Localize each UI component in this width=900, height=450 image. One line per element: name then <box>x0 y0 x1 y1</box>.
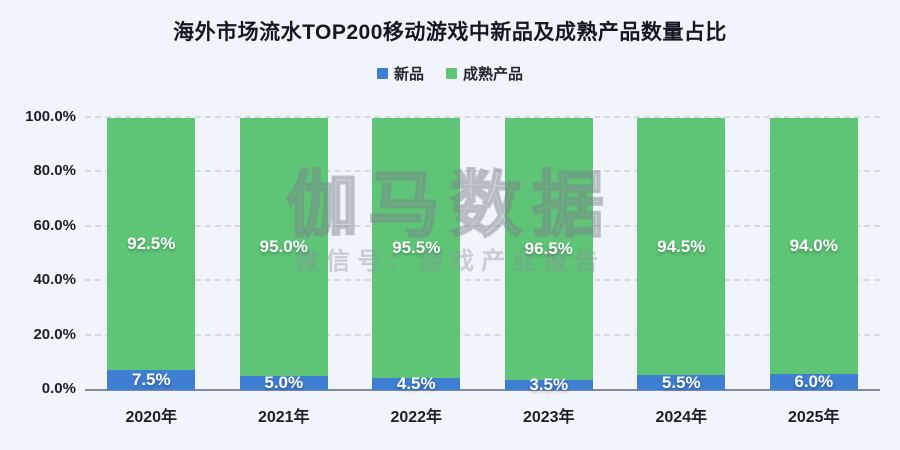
bar-segment-new <box>107 369 196 390</box>
bar-segment-mature <box>107 118 196 370</box>
x-tick-label: 2021年 <box>257 409 310 426</box>
x-tick-label: 2020年 <box>125 409 178 426</box>
x-tick-label: 2023年 <box>522 409 575 426</box>
gridline-80 <box>85 170 880 173</box>
legend-item-1: 成熟产品 <box>446 63 523 84</box>
bar-segment-new <box>504 380 593 390</box>
x-tick-label: 2025年 <box>787 409 840 426</box>
bar-segment-new <box>769 373 858 390</box>
y-tick-label: 20.0% <box>33 325 76 343</box>
legend-label: 新品 <box>393 66 424 83</box>
bar-segment-mature <box>372 118 461 378</box>
y-tick-label: 60.0% <box>33 216 76 234</box>
legend-swatch-icon <box>446 68 457 79</box>
gridline-20 <box>85 333 880 336</box>
x-tick-label: 2024年 <box>655 409 708 426</box>
bar-segment-mature <box>504 118 593 381</box>
bar-segment-mature <box>637 118 726 376</box>
x-axis-line <box>85 389 880 391</box>
legend-label: 成熟产品 <box>463 66 524 83</box>
y-tick-label: 0.0% <box>41 380 76 397</box>
gridline-60 <box>85 224 880 227</box>
bar-segment-new <box>372 377 461 390</box>
y-tick-label: 80.0% <box>33 162 76 180</box>
bar-segment-new <box>637 375 726 390</box>
bar-segment-mature <box>769 118 858 374</box>
legend-swatch-icon <box>376 68 388 79</box>
y-tick-label: 40.0% <box>33 271 76 289</box>
x-tick-label: 2022年 <box>390 409 443 426</box>
gridline-100 <box>85 116 880 118</box>
gridline-40 <box>85 279 880 282</box>
y-tick-label: 100.0% <box>25 108 76 125</box>
legend: 新品 成熟产品 <box>0 63 900 84</box>
legend-item-0: 新品 <box>376 63 424 84</box>
bar-segment-new <box>239 376 328 390</box>
chart-title: 海外市场流水TOP200移动游戏中新品及成熟产品数量占比 <box>173 21 727 44</box>
bar-segment-mature <box>239 118 328 377</box>
